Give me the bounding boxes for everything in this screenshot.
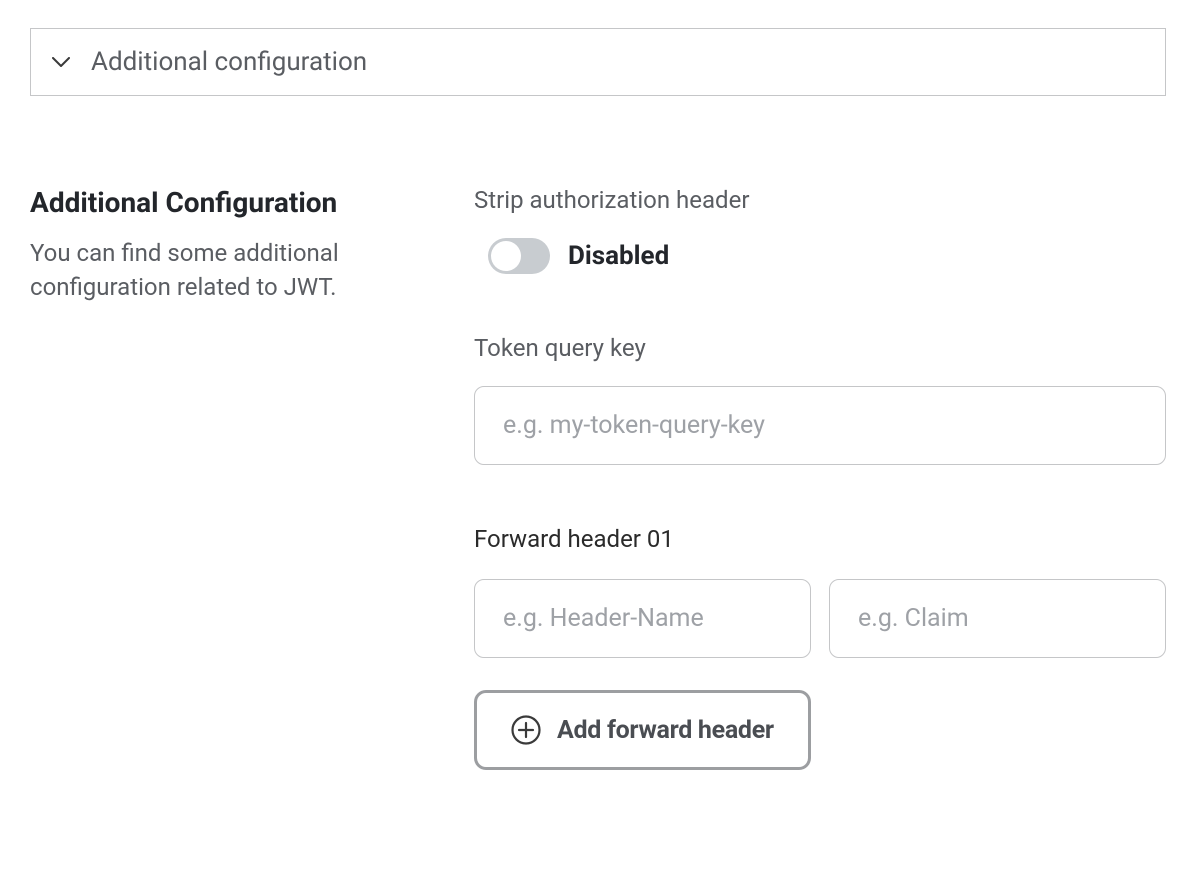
accordion-header[interactable]: Additional configuration (30, 28, 1166, 96)
toggle-state-label: Disabled (568, 241, 669, 271)
section-heading: Additional Configuration (30, 186, 390, 219)
toggle-knob (491, 241, 521, 271)
section-description: You can find some additional configurati… (30, 237, 390, 304)
forward-header-inputs (474, 579, 1166, 658)
field-token-query: Token query key (474, 334, 1166, 465)
plus-circle-icon (511, 715, 541, 745)
forward-header-name-input[interactable] (474, 579, 811, 658)
token-query-label: Token query key (474, 334, 1166, 362)
config-content: Additional Configuration You can find so… (30, 186, 1166, 770)
left-panel: Additional Configuration You can find so… (30, 186, 390, 770)
forward-header-claim-input[interactable] (829, 579, 1166, 658)
add-button-label: Add forward header (557, 716, 774, 745)
chevron-down-icon (51, 52, 71, 72)
strip-auth-label: Strip authorization header (474, 186, 1166, 214)
right-panel: Strip authorization header Disabled Toke… (474, 186, 1166, 770)
field-forward-header: Forward header 01 Add forward header (474, 525, 1166, 770)
strip-auth-toggle[interactable] (488, 238, 550, 274)
toggle-row: Disabled (474, 238, 1166, 274)
token-query-input[interactable] (474, 386, 1166, 465)
accordion-title: Additional configuration (91, 47, 367, 77)
field-strip-auth: Strip authorization header Disabled (474, 186, 1166, 274)
forward-header-label: Forward header 01 (474, 525, 1166, 553)
add-forward-header-button[interactable]: Add forward header (474, 690, 811, 770)
